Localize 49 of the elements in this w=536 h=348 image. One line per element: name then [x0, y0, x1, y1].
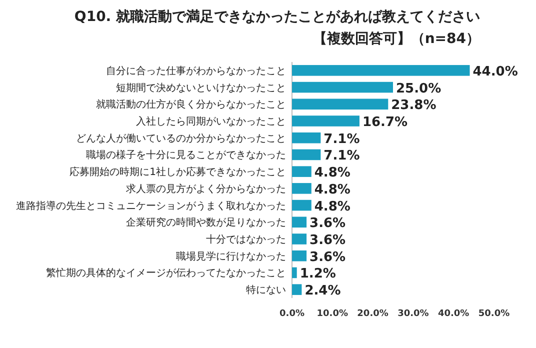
bar — [292, 116, 360, 126]
bar — [292, 216, 307, 228]
y-tick-label: 特にない — [246, 284, 286, 296]
bar — [292, 200, 312, 211]
bar — [292, 82, 393, 93]
y-tick-label: 応募開始の時期に1社しか応募できなかったこと — [70, 166, 286, 178]
data-label: 3.6% — [310, 250, 346, 265]
bar — [292, 284, 302, 295]
x-tick-label: 10.0% — [316, 309, 348, 319]
data-label: 16.7% — [362, 115, 408, 130]
data-label: 3.6% — [310, 233, 346, 248]
data-label: 4.8% — [314, 166, 350, 181]
data-label: 44.0% — [472, 64, 518, 80]
bar — [292, 149, 321, 160]
bar — [292, 98, 388, 110]
data-label: 2.4% — [304, 284, 341, 299]
y-tick-label: 職場見学に行けなかった — [176, 250, 286, 262]
bar — [292, 183, 312, 194]
y-tick-label: 進路指導の先生とコミュニケーションがうまく取れなかった — [16, 200, 286, 212]
data-label: 25.0% — [396, 81, 442, 96]
data-label: 4.8% — [314, 199, 350, 214]
data-label: 7.1% — [324, 148, 360, 164]
y-tick-label: 求人票の見方がよく分からなかった — [126, 182, 286, 195]
bar — [292, 250, 307, 262]
y-tick-label: 職場の様子を十分に見ることができなかった — [86, 149, 286, 162]
data-label: 23.8% — [391, 98, 436, 114]
x-tick-label: 30.0% — [398, 309, 429, 319]
x-tick-label: 50.0% — [478, 309, 510, 319]
chart-title: Q10. 就職活動で満足できなかったことがあれば教えてください【複数回答可】（n=84） — [73, 8, 480, 49]
data-label: 3.6% — [310, 216, 346, 232]
data-label: 4.8% — [314, 182, 350, 198]
x-tick-label: 20.0% — [357, 309, 388, 319]
bar — [292, 166, 312, 177]
bar — [292, 267, 297, 278]
y-tick-label: 入社したら同期がいなかったこと — [136, 116, 286, 128]
y-tick-label: 企業研究の時間や数が足りなかった — [126, 216, 286, 229]
x-tick-label: 40.0% — [438, 309, 470, 319]
y-tick-label: 繁忙期の具体的なイメージが伝わってたなかったこと — [46, 267, 286, 280]
data-label: 1.2% — [300, 266, 336, 282]
bar — [292, 234, 307, 244]
y-tick-label: 短期間で決めないといけなかったこと — [116, 82, 286, 94]
y-tick-label: 自分に合った仕事がわからなかったこと — [106, 64, 286, 77]
bar — [292, 65, 470, 76]
x-tick-label: 0.0% — [280, 309, 304, 319]
data-label: 7.1% — [324, 132, 360, 147]
y-tick-label: どんな人が働いているのか分からなかったこと — [76, 132, 286, 144]
y-tick-label: 就職活動の仕方が良く分からなかったこと — [96, 98, 286, 111]
bar — [292, 132, 321, 144]
y-tick-label: 十分ではなかった — [206, 234, 286, 246]
